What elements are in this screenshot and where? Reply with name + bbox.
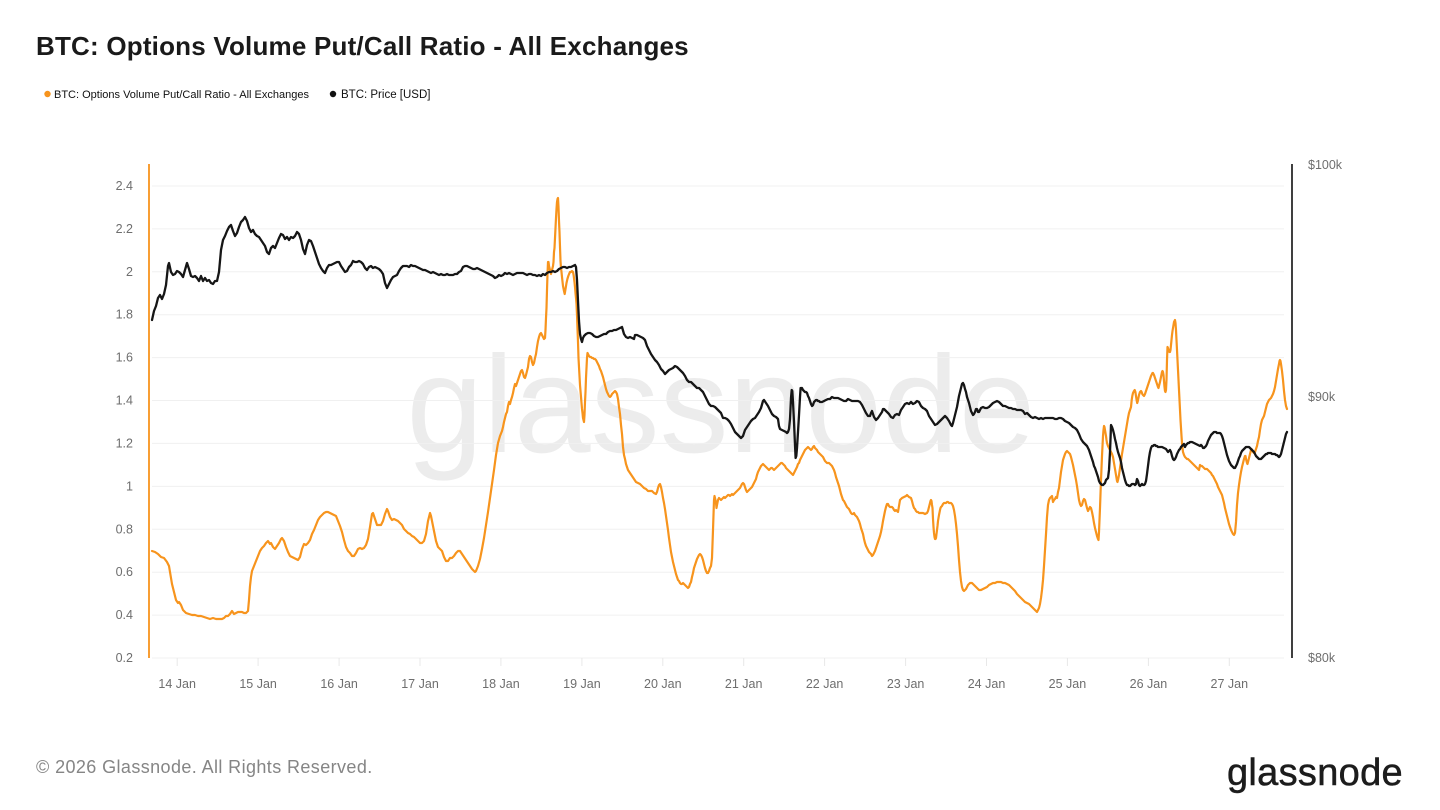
svg-text:$80k: $80k [1308, 651, 1336, 665]
svg-text:2: 2 [126, 265, 133, 279]
svg-text:0.4: 0.4 [116, 608, 133, 622]
svg-text:16 Jan: 16 Jan [320, 677, 358, 691]
svg-text:0.2: 0.2 [116, 651, 133, 665]
svg-text:BTC: Options Volume Put/Call R: BTC: Options Volume Put/Call Ratio - All… [54, 89, 309, 101]
svg-text:25 Jan: 25 Jan [1049, 677, 1087, 691]
svg-text:15 Jan: 15 Jan [239, 677, 277, 691]
svg-text:0.8: 0.8 [116, 522, 133, 536]
svg-text:1: 1 [126, 479, 133, 493]
svg-text:glassnode: glassnode [406, 328, 1035, 482]
svg-text:2.2: 2.2 [116, 222, 133, 236]
svg-text:glassnode: glassnode [1227, 752, 1403, 794]
svg-text:1.2: 1.2 [116, 436, 133, 450]
svg-text:18 Jan: 18 Jan [482, 677, 520, 691]
svg-text:14 Jan: 14 Jan [158, 677, 196, 691]
svg-text:21 Jan: 21 Jan [725, 677, 763, 691]
svg-text:20 Jan: 20 Jan [644, 677, 682, 691]
svg-text:1.4: 1.4 [116, 394, 133, 408]
svg-text:26 Jan: 26 Jan [1130, 677, 1168, 691]
svg-text:1.8: 1.8 [116, 308, 133, 322]
svg-text:1.6: 1.6 [116, 351, 133, 365]
svg-text:24 Jan: 24 Jan [968, 677, 1006, 691]
svg-text:23 Jan: 23 Jan [887, 677, 925, 691]
svg-text:0.6: 0.6 [116, 565, 133, 579]
svg-text:© 2026 Glassnode. All Rights R: © 2026 Glassnode. All Rights Reserved. [36, 757, 373, 777]
svg-text:BTC: Options Volume Put/Call R: BTC: Options Volume Put/Call Ratio - All… [36, 31, 689, 61]
svg-text:$100k: $100k [1308, 158, 1343, 172]
svg-text:2.4: 2.4 [116, 179, 133, 193]
svg-text:$90k: $90k [1308, 390, 1336, 404]
svg-text:17 Jan: 17 Jan [401, 677, 439, 691]
svg-text:BTC: Price [USD]: BTC: Price [USD] [341, 89, 430, 101]
svg-text:22 Jan: 22 Jan [806, 677, 844, 691]
svg-text:19 Jan: 19 Jan [563, 677, 601, 691]
svg-text:27 Jan: 27 Jan [1211, 677, 1249, 691]
